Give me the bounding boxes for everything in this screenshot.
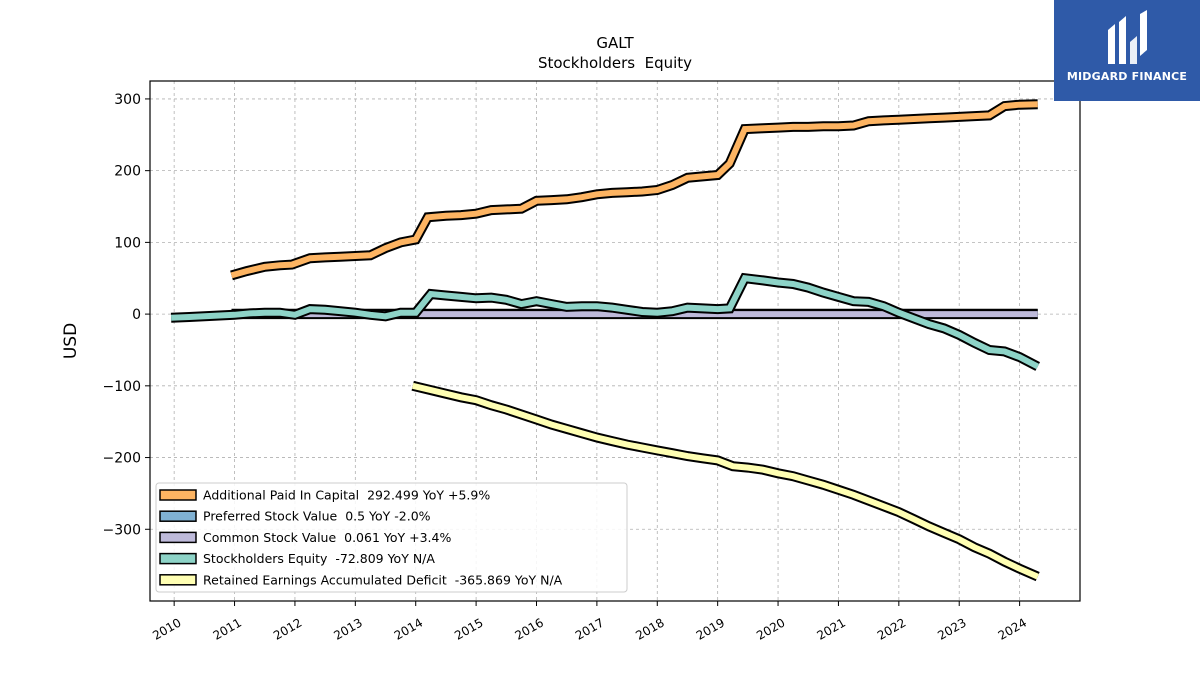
legend-item: Additional Paid In Capital 292.499 YoY +… — [159, 488, 490, 503]
x-tick-label: 2010 — [150, 615, 183, 642]
legend-item: Stockholders Equity -72.809 YoY N/A — [159, 551, 435, 566]
x-tick-label: 2015 — [452, 615, 485, 642]
legend-label: Preferred Stock Value 0.5 YoY -2.0% — [203, 509, 431, 524]
legend-swatch — [159, 531, 197, 544]
series-outline — [170, 272, 1041, 371]
brand-logo: MIDGARD FINANCE — [1054, 0, 1200, 101]
plot-frame — [149, 80, 1081, 602]
legend: Additional Paid In Capital 292.499 YoY +… — [155, 482, 628, 593]
x-tick-label: 2016 — [513, 615, 546, 642]
series-stroke — [412, 382, 1039, 580]
x-tick-label: 2023 — [935, 615, 968, 642]
x-tick-label: 2017 — [573, 615, 606, 642]
legend-label: Stockholders Equity -72.809 YoY N/A — [203, 551, 435, 566]
legend-item: Preferred Stock Value 0.5 YoY -2.0% — [159, 509, 431, 524]
y-tick-label: 0 — [132, 307, 141, 323]
y-tick-label: −100 — [103, 379, 141, 395]
legend-item: Retained Earnings Accumulated Deficit -3… — [159, 572, 563, 587]
x-tick-label: 2013 — [331, 615, 364, 642]
series-stroke — [230, 101, 1038, 279]
legend-label: Common Stock Value 0.061 YoY +3.4% — [203, 530, 451, 545]
legend-item: Common Stock Value 0.061 YoY +3.4% — [159, 530, 451, 545]
legend-label: Additional Paid In Capital 292.499 YoY +… — [203, 488, 490, 503]
x-tick-label: 2012 — [271, 615, 304, 642]
midgard-m-mark-icon — [1108, 10, 1147, 64]
x-tick-label: 2014 — [392, 615, 425, 642]
brand-name: MIDGARD FINANCE — [1066, 70, 1188, 83]
x-tick-label: 2019 — [694, 615, 727, 642]
series-lines — [170, 99, 1041, 582]
x-tick-label: 2024 — [996, 615, 1029, 642]
legend-swatch — [159, 574, 197, 586]
series-line — [411, 380, 1040, 582]
legend-swatch — [159, 552, 197, 565]
y-tick-label: −300 — [103, 522, 141, 538]
x-tick-label: 2018 — [633, 615, 666, 642]
chart-title: GALT — [596, 34, 634, 52]
legend-label: Retained Earnings Accumulated Deficit -3… — [203, 572, 563, 587]
x-tick-label: 2011 — [211, 615, 244, 642]
chart-subtitle: Stockholders Equity — [538, 54, 692, 72]
y-tick-label: −200 — [103, 451, 141, 467]
series-stroke — [170, 274, 1040, 370]
y-tick-label: 300 — [114, 92, 141, 108]
series-line — [170, 272, 1041, 371]
legend-box — [155, 482, 628, 593]
y-tick-label: 100 — [114, 235, 141, 251]
legend-swatch — [159, 510, 197, 522]
y-tick-label: 200 — [114, 164, 141, 180]
x-tick-label: 2022 — [875, 615, 908, 642]
x-tick-label: 2020 — [754, 615, 787, 642]
y-axis-label: USD — [61, 323, 81, 359]
legend-swatch — [159, 489, 197, 501]
x-tick-label: 2021 — [814, 615, 847, 642]
series-line — [230, 99, 1038, 281]
